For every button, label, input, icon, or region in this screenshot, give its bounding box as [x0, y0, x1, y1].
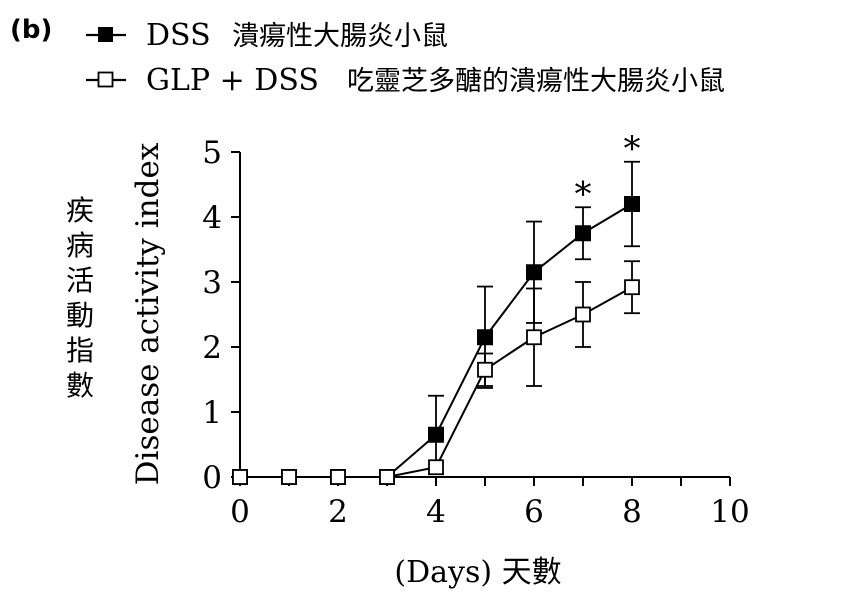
legend-desc-dss: 潰瘍性大腸炎小鼠	[232, 21, 448, 52]
data-point-glp-dss	[428, 459, 444, 476]
x-tick-label: 8	[622, 494, 642, 530]
x-axis-label: (Days) 天數	[394, 555, 561, 590]
data-point-glp-dss	[232, 469, 248, 485]
data-point-dss	[428, 426, 444, 443]
panel-label: (b)	[10, 15, 52, 45]
x-tick-label: 10	[710, 494, 749, 530]
data-point-glp-dss	[526, 329, 542, 346]
data-point-dss	[575, 225, 591, 242]
data-point-glp-dss	[330, 469, 346, 485]
filled-square-icon	[98, 27, 113, 42]
x-tick-label: 4	[426, 494, 446, 530]
data-point-dss	[624, 196, 640, 212]
y-tick-label: 3	[202, 265, 222, 301]
open-square-icon	[97, 71, 114, 88]
x-tick-label: 6	[524, 494, 544, 530]
data-point-glp-dss	[624, 279, 640, 296]
data-point-glp-dss	[575, 306, 591, 323]
series-markers	[232, 196, 640, 485]
significance-asterisk: *	[624, 129, 641, 169]
significance-annotations: **	[575, 129, 641, 215]
y-tick-label: 1	[202, 395, 222, 431]
data-point-glp-dss	[281, 469, 297, 485]
legend-code-dss: DSS	[146, 18, 211, 53]
data-point-glp-dss	[477, 361, 493, 378]
y-tick-label: 5	[202, 135, 222, 171]
y-axis-label-en: Disease activity index	[130, 142, 166, 485]
y-tick-label: 2	[202, 330, 222, 366]
legend-item-glp-dss: GLP + DSS 吃靈芝多醣的潰瘍性大腸炎小鼠	[86, 63, 725, 98]
legend-desc-glp-dss: 吃靈芝多醣的潰瘍性大腸炎小鼠	[347, 66, 725, 97]
y-tick-label: 4	[202, 200, 222, 236]
data-point-dss	[477, 329, 493, 346]
error-bars	[428, 160, 640, 475]
y-tick-label: 0	[202, 460, 222, 496]
legend: DSS 潰瘍性大腸炎小鼠 GLP + DSS 吃靈芝多醣的潰瘍性大腸炎小鼠	[86, 18, 725, 98]
significance-asterisk: *	[575, 174, 592, 214]
y-axis-label-zh: 疾病活動指數	[66, 194, 94, 402]
data-point-dss	[526, 264, 542, 281]
x-tick-label: 2	[328, 494, 348, 530]
legend-code-glp-dss: GLP + DSS	[146, 63, 319, 98]
data-point-glp-dss	[379, 469, 395, 485]
x-tick-label: 0	[230, 494, 250, 530]
legend-item-dss: DSS 潰瘍性大腸炎小鼠	[86, 18, 448, 53]
